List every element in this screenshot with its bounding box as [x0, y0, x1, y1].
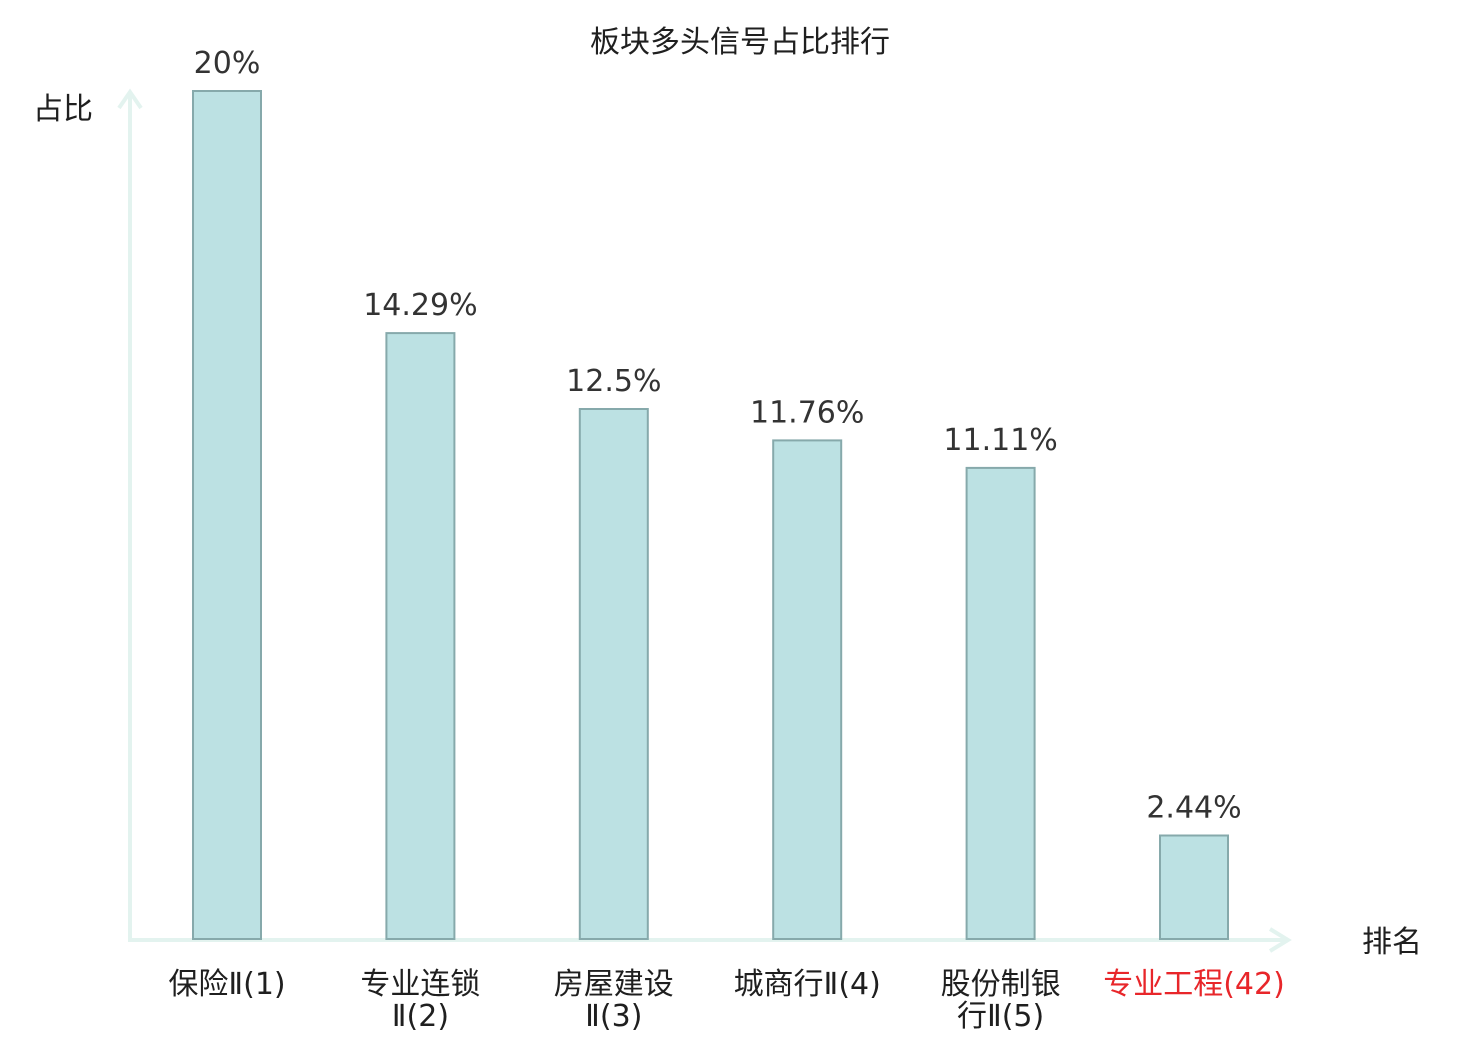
bar-6 [1159, 834, 1229, 940]
value-label-6: 2.44% [1146, 791, 1241, 826]
category-label-5-line-1: 股份制银 [941, 967, 1061, 1002]
category-label-3-line-1: 房屋建设 [554, 967, 674, 1002]
category-label-3-line-2: Ⅱ(3) [585, 999, 642, 1034]
chart-title: 板块多头信号占比排行 [590, 25, 890, 60]
category-label-2-line-1: 专业连锁 [360, 967, 480, 1002]
category-label-4: 城商行Ⅱ(4) [734, 967, 881, 1002]
value-label-2: 14.29% [363, 288, 477, 323]
y-axis-arrow [117, 88, 143, 110]
bar-3 [578, 408, 649, 940]
value-label-3: 12.5% [566, 364, 661, 399]
category-label-5-line-2: 行Ⅱ(5) [957, 999, 1044, 1034]
category-label-2-line-2: Ⅱ(2) [392, 999, 449, 1034]
category-label-6: 专业工程(42) [1103, 967, 1285, 1002]
bars-group [192, 90, 1229, 941]
bar-1 [192, 90, 262, 940]
value-labels-group: 20% 14.29% 12.5% 11.76% 11.11% 2.44% [194, 46, 1242, 826]
bar-2 [385, 332, 456, 941]
x-axis-arrow [1268, 927, 1292, 953]
value-label-5: 11.11% [943, 423, 1057, 458]
bar-5 [965, 466, 1036, 940]
x-axis-label: 排名 [1362, 925, 1422, 960]
category-label-1: 保险Ⅱ(1) [168, 967, 285, 1002]
value-label-1: 20% [194, 46, 261, 81]
bar-4 [772, 439, 843, 940]
y-axis-label: 占比 [33, 92, 93, 127]
value-label-4: 11.76% [750, 395, 864, 430]
